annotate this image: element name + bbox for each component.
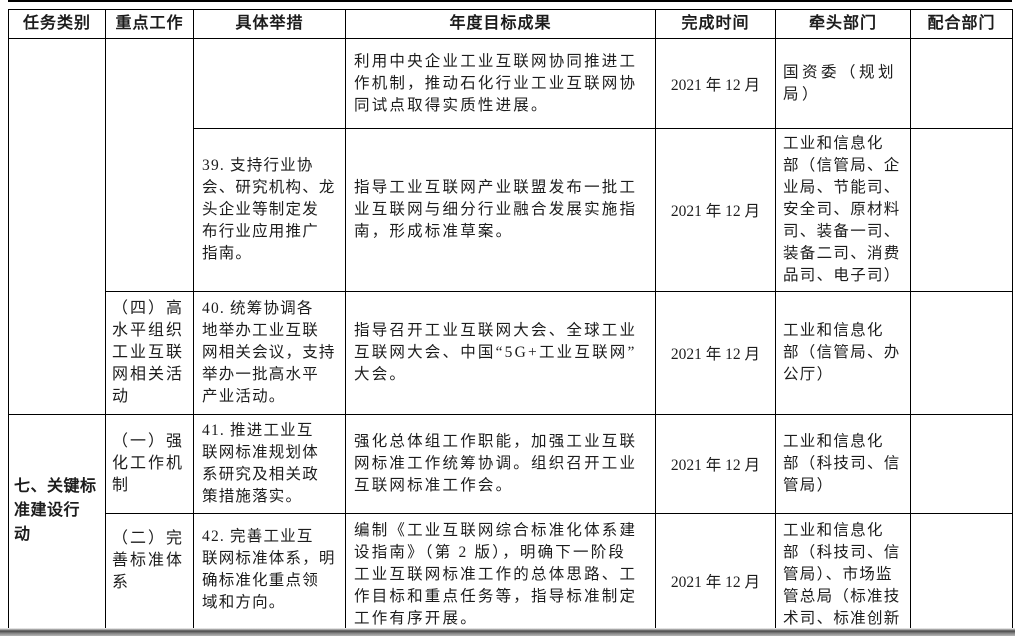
table-header-row: 任务类别 重点工作 具体举措 年度目标成果 完成时间 牵头部门 配合部门: [8, 9, 1013, 39]
cell-time-r2: 2021 年 12 月: [655, 128, 776, 292]
cell-measure-r2: 39. 支持行业协 会、研究机构、龙 头企业等制定发 布行业应用推广 指南。: [193, 128, 346, 292]
col-header-support-department: 配合部门: [910, 9, 1013, 39]
col-header-annual-target: 年度目标成果: [345, 9, 656, 39]
cell-time-r4: 2021 年 12 月: [655, 414, 776, 514]
col-header-key-work: 重点工作: [105, 9, 194, 39]
cell-support-r1: [910, 38, 1013, 129]
cell-measure-r3: 40. 统筹协调各 地举办工业互联 网相关会议，支持 举办一批高水平 产业活动。: [193, 291, 346, 415]
cell-lead-r2: 工业和信息化 部（信管局、企 业局、节能司、 安全司、原材料 司、装备一司、 装…: [775, 128, 911, 292]
cell-measure-r4: 41. 推进工业互 联网标准规划体 系研究及相关政 策措施落实。: [193, 414, 346, 514]
cell-support-r3: [910, 291, 1013, 415]
cell-target-r2: 指导工业互联网产业联盟发布一批工 业互联网与细分行业融合发展实施指 南，形成标准…: [345, 128, 656, 292]
cell-lead-r3: 工业和信息化 部（信管局、办 公厅）: [775, 291, 911, 415]
table-row: 利用中央企业工业互联网协同推进工 作机制，推动石化行业工业互联网协 同试点取得实…: [8, 38, 1013, 415]
cell-key-work-r4: （一）强 化工作机 制: [105, 414, 194, 514]
col-header-lead-department: 牵头部门: [775, 9, 911, 39]
work-plan-table: 任务类别 重点工作 具体举措 年度目标成果 完成时间 牵头部门 配合部门 利用中…: [8, 9, 1013, 636]
cell-lead-r1: 国资委（规划 局）: [775, 38, 911, 129]
cell-lead-r4: 工业和信息化 部（科技司、信 管局）: [775, 414, 911, 514]
col-header-completion-time: 完成时间: [655, 9, 776, 39]
cell-key-work-r3: （四）高 水平组织 工业互联 网相关活 动: [105, 291, 194, 415]
col-header-task-category: 任务类别: [8, 9, 106, 39]
table-row: 七、关键标 准建设行 动 （一）强 化工作机 制 41. 推进工业互 联网标准规…: [8, 414, 1013, 636]
cell-target-r3: 指导召开工业互联网大会、全球工业 互联网大会、中国“5G+工业互联网” 大会。: [345, 291, 656, 415]
cell-time-r5: 2021 年 12 月: [655, 513, 776, 636]
cell-support-r5: [910, 513, 1013, 636]
cell-target-r4: 强化总体组工作职能，加强工业互联 网标准工作统筹协调。组织召开工业 互联网标准工…: [345, 414, 656, 514]
cell-measure-r5: 42. 完善工业互 联网标准体系，明 确标准化重点领 域和方向。: [193, 513, 346, 636]
table-row: （二）完 善标准体 系 42. 完善工业互 联网标准体系，明 确标准化重点领 域…: [9, 513, 1013, 636]
previous-row-cut-edge: [8, 0, 1012, 2]
page-cut-edge: [0, 628, 1015, 636]
cell-task-category-section7: 七、关键标 准建设行 动: [8, 414, 106, 636]
cell-target-r1: 利用中央企业工业互联网协同推进工 作机制，推动石化行业工业互联网协 同试点取得实…: [345, 38, 656, 129]
cell-key-work-continued: [105, 38, 194, 292]
cell-support-r2: [910, 128, 1013, 292]
cell-target-r5: 编制《工业互联网综合标准化体系建 设指南》（第 2 版），明确下一阶段 工业互联…: [345, 513, 656, 636]
cell-key-work-r5: （二）完 善标准体 系: [105, 513, 194, 636]
table-row: 39. 支持行业协 会、研究机构、龙 头企业等制定发 布行业应用推广 指南。 指…: [9, 128, 1013, 292]
cell-time-r1: 2021 年 12 月: [655, 38, 776, 129]
col-header-specific-measures: 具体举措: [193, 9, 346, 39]
cell-support-r4: [910, 414, 1013, 514]
cell-measure-r1: [193, 38, 346, 129]
table-row: （四）高 水平组织 工业互联 网相关活 动 40. 统筹协调各 地举办工业互联 …: [9, 291, 1013, 415]
cell-time-r3: 2021 年 12 月: [655, 291, 776, 415]
cell-task-category-continued: [8, 38, 106, 415]
cell-lead-r5: 工业和信息化 部（科技司、信 管局）、市场监 管总局（标准技 术司、标准创新: [775, 513, 911, 636]
